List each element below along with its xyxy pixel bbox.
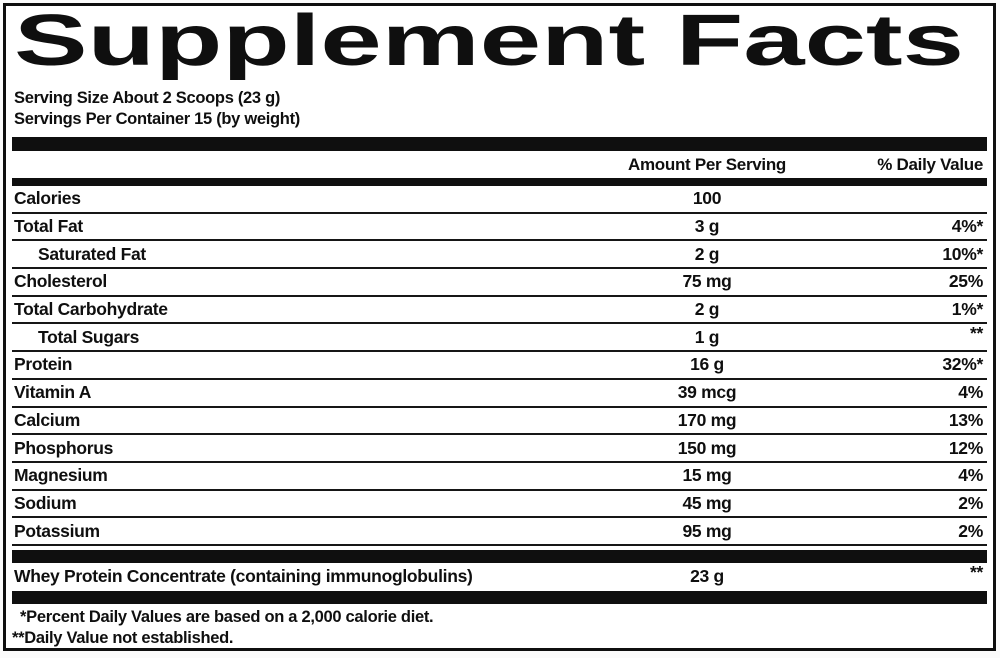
nutrient-amount: 16 g: [690, 354, 724, 375]
nutrient-name: Magnesium: [14, 465, 108, 486]
nutrient-amount: 23 g: [690, 566, 724, 587]
nutrient-daily-value: 4%: [958, 465, 983, 486]
nutrient-amount: 2 g: [694, 299, 720, 320]
nutrient-daily-value: 10%*: [942, 243, 983, 264]
nutrient-name: Protein: [14, 354, 73, 375]
table-row: Calcium 170 mg 13%: [12, 408, 987, 436]
nutrient-name: Total Carbohydrate: [14, 299, 168, 320]
table-row: Vitamin A 39 mcg 4%: [12, 380, 987, 408]
table-row: Potassium 95 mg 2%: [12, 518, 987, 546]
table-header-row: Amount Per Serving % Daily Value: [12, 151, 987, 178]
nutrient-name: Saturated Fat: [38, 243, 146, 264]
table-row: Phosphorus 150 mg 12%: [12, 435, 987, 463]
supplement-facts-label: Supplement Facts Serving Size About 2 Sc…: [3, 3, 996, 651]
table-row: Calories 100: [12, 186, 987, 214]
table-row: Saturated Fat 2 g 10%*: [12, 241, 987, 270]
nutrient-name: Cholesterol: [14, 271, 107, 292]
table-row: Whey Protein Concentrate (containing imm…: [12, 562, 987, 591]
nutrient-amount: 95 mg: [682, 520, 732, 541]
nutrient-amount: 3 g: [694, 216, 720, 237]
nutrient-table-body: Calories 100 Total Fat 3 g 4%* Saturated…: [12, 186, 987, 546]
nutrient-amount: 45 mg: [682, 492, 732, 513]
table-row: Sodium 45 mg 2%: [12, 491, 987, 519]
footnotes: *Percent Daily Values are based on a 2,0…: [12, 604, 987, 649]
footnote-daily-values: *Percent Daily Values are based on a 2,0…: [20, 607, 434, 626]
nutrient-amount: 15 mg: [682, 465, 732, 486]
table-row: Total Carbohydrate 2 g 1%*: [12, 297, 987, 325]
nutrient-name: Total Fat: [14, 216, 83, 237]
table-row: Total Fat 3 g 4%*: [12, 214, 987, 242]
nutrient-daily-value: 4%: [958, 382, 983, 403]
nutrient-amount: 150 mg: [677, 437, 737, 458]
divider-medium-header: [12, 178, 987, 186]
nutrient-daily-value: 2%: [958, 492, 983, 513]
nutrient-daily-value: **: [969, 322, 983, 343]
label-title-graphic: Supplement Facts: [14, 10, 964, 81]
nutrient-name: Calcium: [14, 409, 80, 430]
nutrient-name: Sodium: [14, 492, 77, 513]
nutrient-name: Total Sugars: [38, 326, 140, 347]
nutrient-amount: 1 g: [694, 326, 720, 347]
nutrient-daily-value: 32%*: [942, 354, 983, 375]
nutrient-amount: 2 g: [694, 243, 720, 264]
divider-thick-top: [12, 137, 987, 151]
nutrient-daily-value: 12%: [948, 437, 983, 458]
nutrient-daily-value: 1%*: [951, 299, 984, 320]
page-title: Supplement Facts: [14, 10, 964, 81]
footnote-not-established: **Daily Value not established.: [12, 628, 234, 647]
nutrient-amount: 39 mcg: [677, 382, 737, 403]
nutrient-daily-value: 13%: [948, 409, 983, 430]
nutrient-daily-value: **: [969, 562, 983, 583]
nutrient-name: Phosphorus: [14, 437, 114, 458]
nutrient-name: Potassium: [14, 520, 100, 541]
amount-per-serving-header: Amount Per Serving: [627, 154, 787, 174]
divider-thick-middle-2: [12, 590, 987, 604]
nutrient-amount: 75 mg: [682, 271, 732, 292]
divider-thick-middle-1: [12, 549, 987, 563]
table-row: Cholesterol 75 mg 25%: [12, 269, 987, 297]
nutrient-daily-value: 2%: [958, 520, 983, 541]
label-title-wrap: Supplement Facts: [12, 10, 987, 88]
nutrient-name: Vitamin A: [14, 382, 92, 403]
table-row: Magnesium 15 mg 4%: [12, 463, 987, 491]
nutrient-name: Calories: [14, 188, 81, 209]
servings-per-container-line: Servings Per Container 15 (by weight): [14, 110, 300, 128]
nutrient-amount: 100: [692, 188, 722, 209]
nutrient-daily-value: 25%: [948, 271, 983, 292]
nutrient-name: Whey Protein Concentrate (containing imm…: [14, 566, 473, 587]
nutrient-daily-value: 4%*: [951, 216, 984, 237]
table-row: Protein 16 g 32%*: [12, 352, 987, 380]
daily-value-header: % Daily Value: [877, 154, 983, 174]
nutrient-amount: 170 mg: [677, 409, 737, 430]
table-row: Total Sugars 1 g **: [12, 322, 987, 353]
serving-size-line: Serving Size About 2 Scoops (23 g): [14, 89, 281, 107]
serving-info: Serving Size About 2 Scoops (23 g) Servi…: [12, 88, 987, 130]
other-ingredients-body: Whey Protein Concentrate (containing imm…: [12, 562, 987, 591]
